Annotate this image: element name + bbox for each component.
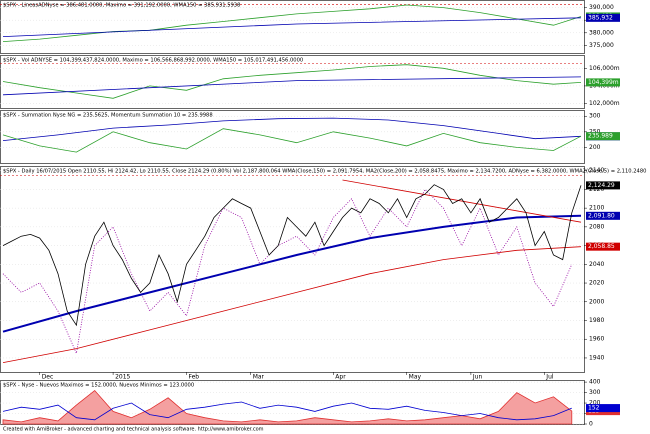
panel-title: $SPX - Daily 16/07/2015 Open 2110.55, Hi… [3, 169, 646, 175]
series-line [2, 64, 582, 99]
y-tick-label: 2140 [589, 167, 604, 174]
y-tick-label: 2100 [589, 205, 604, 212]
area [2, 389, 573, 425]
last-value-label: 385,932 [588, 14, 613, 21]
footer: Created with AmiBroker - advanced charti… [3, 427, 264, 433]
panel [0, 0, 585, 54]
series-line [2, 117, 582, 141]
y-tick-label: 390,000 [589, 4, 614, 11]
last-value-label: 235.989 [588, 133, 613, 140]
last-value-box [586, 78, 620, 87]
last-value-label: 2,058.85 [588, 243, 615, 250]
y-tick-label: 375,000 [589, 42, 614, 49]
y-tick-label: 300 [589, 389, 601, 396]
x-tick-label: May [409, 374, 422, 381]
last-value-box [586, 181, 620, 190]
last-value-box [586, 404, 620, 413]
y-tick-label: 380,000 [589, 29, 614, 36]
last-value-box [586, 13, 620, 22]
x-tick-label: Jun [472, 374, 483, 381]
series-line [2, 184, 582, 327]
series-line [2, 188, 573, 355]
panel [0, 55, 585, 109]
panel [0, 166, 585, 373]
y-tick-label: 2040 [589, 261, 604, 268]
series-line [2, 246, 582, 363]
series-line [342, 179, 582, 223]
y-tick-label: 102,000m [589, 100, 620, 107]
y-tick-label: 1960 [589, 336, 604, 343]
y-tick-label: 2080 [589, 223, 604, 230]
last-value-label: 2,091.80 [588, 212, 615, 219]
last-value-box [586, 211, 620, 220]
y-tick-label: 2000 [589, 298, 604, 305]
y-tick-label: 250 [589, 128, 601, 135]
series-line [2, 76, 582, 96]
last-value-box [586, 132, 620, 141]
y-tick-label: 2020 [589, 280, 604, 287]
panel [0, 110, 585, 164]
last-value-label: 104,399m [588, 79, 619, 86]
y-tick-label: 300 [589, 113, 601, 120]
y-tick-label: 200 [589, 144, 601, 151]
last-value-label: 2,124.29 [588, 182, 615, 189]
x-tick-label: 2015 [115, 374, 130, 381]
x-tick-label: Dec [42, 374, 54, 381]
y-tick-label: 400 [589, 379, 601, 386]
y-tick-label: 2120 [589, 186, 604, 193]
y-tick-label: 200 [589, 400, 601, 407]
y-tick-label: 1940 [589, 354, 604, 361]
x-tick-label: Mar [253, 374, 265, 381]
y-tick-label: 106,000m [589, 65, 620, 72]
panel-title: $SPX - Vol ADNYSE = 104,399,437,824.0000… [3, 58, 303, 64]
y-tick-label: 1980 [589, 317, 604, 324]
y-tick-label: 0 [589, 421, 593, 428]
series-line [2, 17, 582, 37]
panel-title: $SPX - Summation Nyse NG = 235.5625, Mom… [3, 113, 213, 119]
x-tick-label: Jul [545, 374, 554, 381]
last-value-label: 152 [588, 405, 600, 412]
x-tick-label: Feb [188, 374, 199, 381]
panel-title: $SPX - Nyse - Nuevos Maximos = 152.0000,… [3, 383, 194, 389]
x-tick-label: Apr [335, 374, 346, 381]
last-value-box [586, 242, 620, 251]
series-line [2, 128, 582, 153]
series-line [2, 401, 572, 421]
panel-title: $SPX - LineasADNyse = 386,481.0000, Maxi… [3, 3, 240, 9]
